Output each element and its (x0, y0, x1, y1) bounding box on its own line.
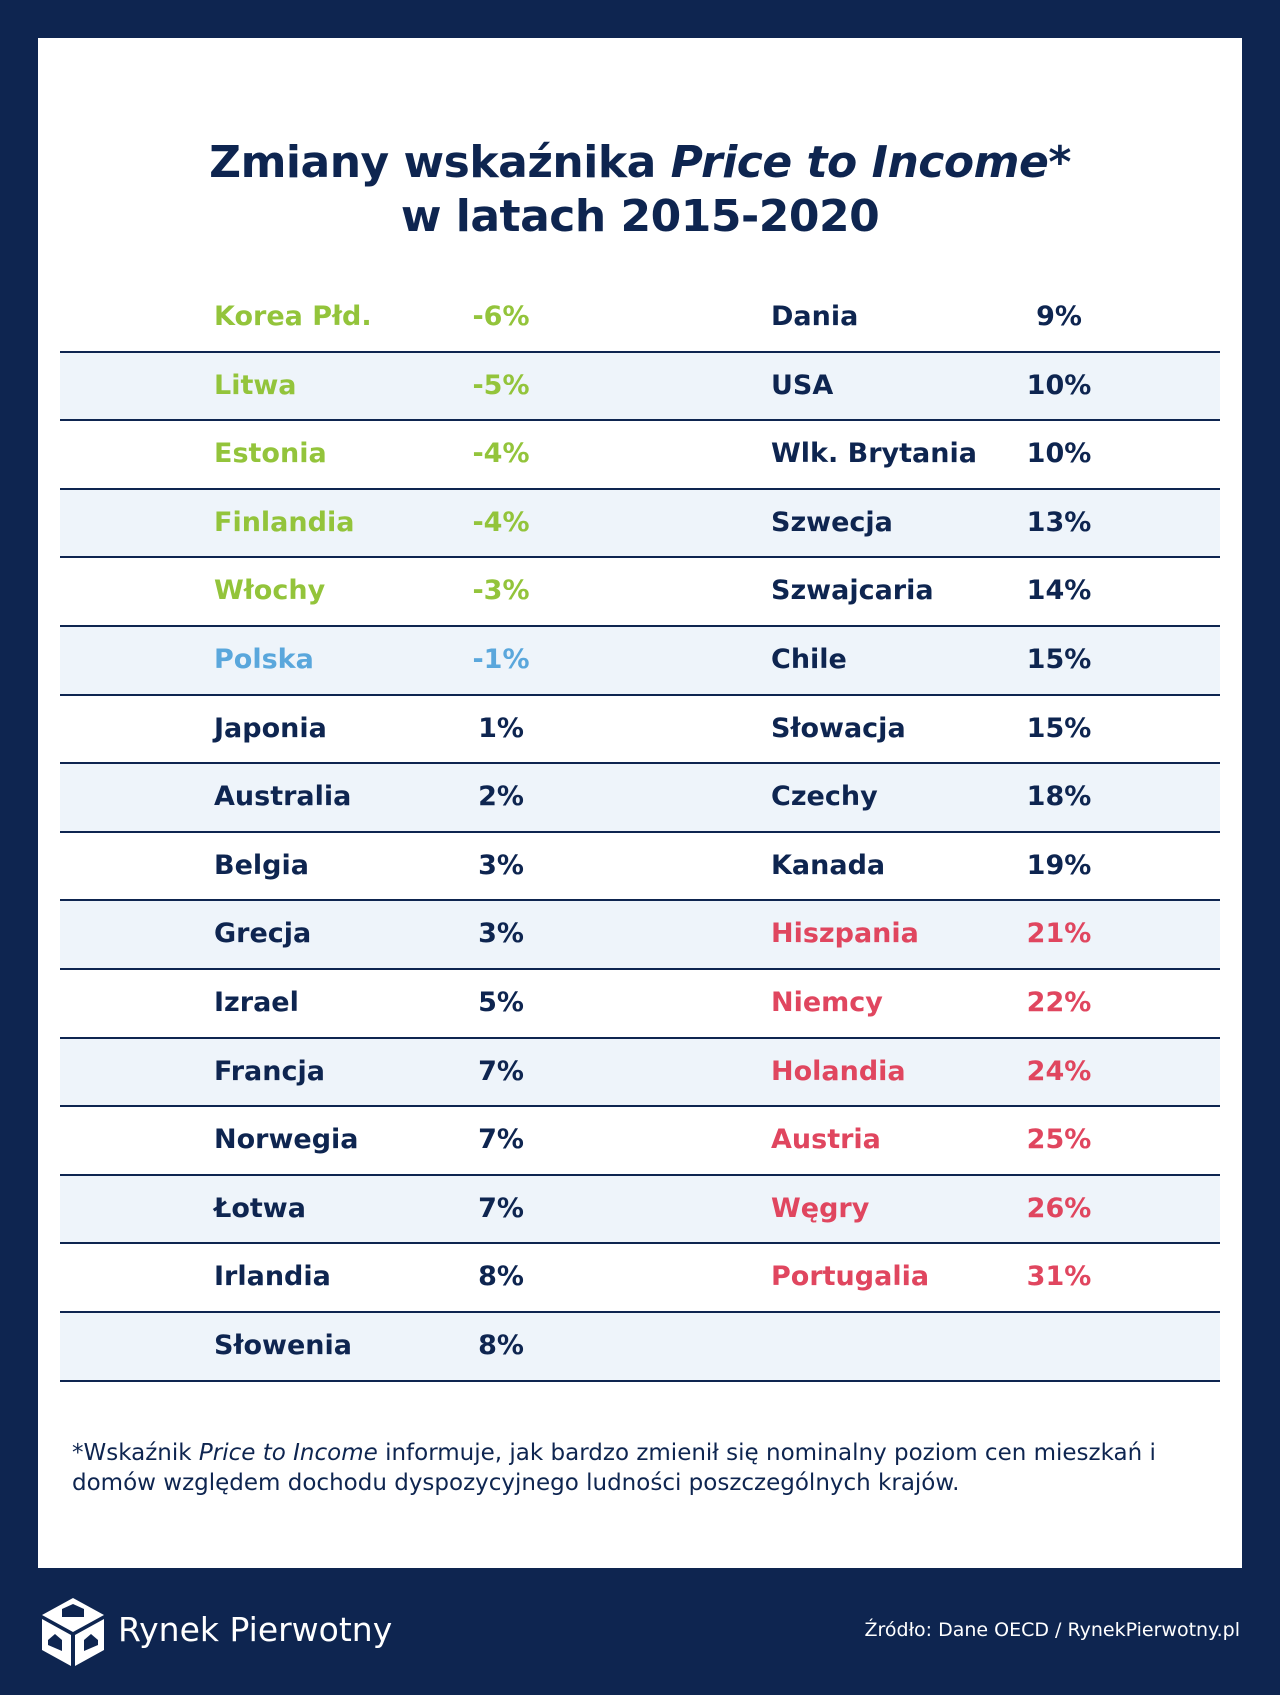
left-country-cell: Francja (214, 1055, 325, 1087)
table-row: Słowenia 8% (60, 1312, 1220, 1382)
right-value-cell: 18% (1026, 781, 1092, 813)
table-row: Litwa -5% USA 10% (60, 352, 1220, 422)
table-row: Irlandia 8% Portugalia 31% (60, 1244, 1220, 1313)
right-value-cell: 10% (1026, 369, 1092, 401)
source-text: Źródło: Dane OECD / RynekPierwotny.pl (864, 1619, 1240, 1641)
right-country-cell: Niemcy (771, 986, 883, 1018)
left-country-cell: Irlandia (214, 1261, 331, 1293)
right-country-cell: Szwecja (771, 506, 893, 538)
right-country-cell: Szwajcaria (771, 575, 934, 607)
right-value-cell: 25% (1026, 1124, 1092, 1156)
table-row: Łotwa 7% Węgry 26% (60, 1175, 1220, 1245)
infographic-card: Zmiany wskaźnika Price to Income* w lata… (38, 38, 1242, 1568)
right-value-cell (1014, 1313, 1104, 1379)
left-value-cell: -5% (472, 369, 530, 401)
left-value-cell: -6% (472, 301, 530, 332)
right-country-cell: USA (771, 369, 834, 401)
left-country-cell: Polska (214, 643, 314, 675)
right-value-cell: 24% (1026, 1055, 1092, 1087)
table-row: Japonia 1% Słowacja 15% (60, 696, 1220, 765)
right-country-cell: Chile (771, 643, 847, 675)
table-row: Finlandia -4% Szwecja 13% (60, 489, 1220, 559)
left-value-cell: -1% (472, 643, 530, 675)
right-country-cell: Kanada (771, 849, 886, 881)
footnote-text-rest: informuje, jak bardzo zmienił się nomina… (72, 1440, 1156, 1496)
table-row: Norwegia 7% Austria 25% (60, 1107, 1220, 1176)
title-line-2: w latach 2015-2020 (400, 191, 880, 242)
right-country-cell: Słowacja (771, 712, 906, 744)
right-value-cell: 19% (1026, 849, 1092, 881)
right-value-cell: 21% (1026, 918, 1092, 950)
table-row: Francja 7% Holandia 24% (60, 1038, 1220, 1108)
right-country-cell: Holandia (771, 1055, 906, 1087)
left-country-cell: Norwegia (214, 1124, 359, 1156)
right-country-cell: Portugalia (771, 1261, 930, 1293)
page-title: Zmiany wskaźnika Price to Income* w lata… (38, 136, 1242, 244)
footnote: *Wskaźnik Price to Income informuje, jak… (72, 1438, 1212, 1498)
left-country-cell: Japonia (214, 712, 327, 744)
left-country-cell: Australia (214, 781, 352, 813)
ranking-table: Korea Płd. -6% Dania 9% Litwa -5% USA 10% Estoni… (60, 284, 1220, 1382)
table-row: Grecja 3% Hiszpania 21% (60, 901, 1220, 970)
title-asterisk: * (1048, 137, 1071, 188)
footnote-text: *Wskaźnik (72, 1440, 199, 1466)
left-country-cell: Grecja (214, 918, 312, 950)
left-value-cell: -3% (472, 575, 530, 607)
left-value-cell: 7% (478, 1055, 524, 1087)
right-value-cell: 10% (1026, 438, 1092, 470)
right-country-cell: Hiszpania (771, 918, 919, 950)
left-value-cell: 3% (478, 918, 524, 950)
left-value-cell: 7% (478, 1124, 524, 1156)
title-italic-text: Price to Income (670, 137, 1049, 188)
right-value-cell: 15% (1026, 643, 1092, 675)
table-row: Polska -1% Chile 15% (60, 626, 1220, 696)
left-value-cell: -4% (472, 438, 530, 470)
left-value-cell: 2% (478, 781, 524, 813)
left-country-cell: Korea Płd. (214, 301, 372, 332)
brand-name: Rynek Pierwotny (118, 1610, 393, 1649)
cube-house-logo-icon (42, 1598, 104, 1666)
right-value-cell: 9% (1036, 301, 1082, 332)
left-value-cell: 8% (478, 1329, 524, 1361)
table-row: Korea Płd. -6% Dania 9% (60, 284, 1220, 353)
left-value-cell: 3% (478, 849, 524, 881)
left-country-cell: Belgia (214, 849, 309, 881)
left-country-cell: Łotwa (214, 1192, 306, 1224)
left-value-cell: 7% (478, 1192, 524, 1224)
right-value-cell: 22% (1026, 986, 1092, 1018)
title-line-1: Zmiany wskaźnika Price to Income* (38, 136, 1242, 190)
left-value-cell: -4% (472, 506, 530, 538)
right-value-cell: 31% (1026, 1261, 1092, 1293)
left-country-cell: Izrael (214, 986, 299, 1018)
right-country-cell: Austria (771, 1124, 881, 1156)
right-value-cell: 26% (1026, 1192, 1092, 1224)
table-row: Estonia -4% Wlk. Brytania 10% (60, 421, 1220, 490)
footnote-italic-text: Price to Income (198, 1440, 378, 1466)
left-value-cell: 5% (478, 986, 524, 1018)
left-country-cell: Słowenia (214, 1329, 352, 1361)
table-row: Australia 2% Czechy 18% (60, 764, 1220, 833)
left-value-cell: 1% (478, 712, 524, 744)
right-country-cell: Dania (771, 301, 859, 332)
table-row: Włochy -3% Szwajcaria 14% (60, 558, 1220, 627)
table-row: Belgia 3% Kanada 19% (60, 833, 1220, 902)
left-country-cell: Estonia (214, 438, 327, 470)
right-country-cell: Czechy (771, 781, 878, 813)
right-value-cell: 13% (1026, 506, 1092, 538)
right-country-cell: Węgry (771, 1192, 870, 1224)
left-country-cell: Finlandia (214, 506, 355, 538)
left-country-cell: Litwa (214, 369, 297, 401)
title-text: Zmiany wskaźnika (209, 137, 671, 188)
right-country-cell: Wlk. Brytania (771, 438, 977, 470)
right-value-cell: 14% (1026, 575, 1092, 607)
left-country-cell: Włochy (214, 575, 326, 607)
table-row: Izrael 5% Niemcy 22% (60, 970, 1220, 1039)
left-value-cell: 8% (478, 1261, 524, 1293)
right-value-cell: 15% (1026, 712, 1092, 744)
